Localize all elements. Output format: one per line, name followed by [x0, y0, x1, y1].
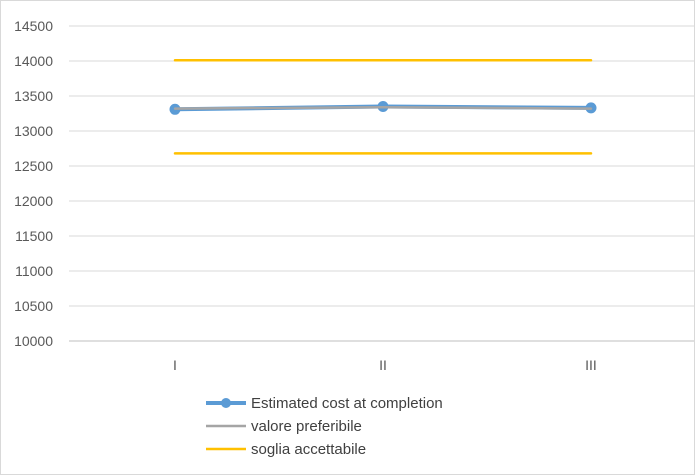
y-tick-label: 14500 [14, 18, 53, 34]
y-tick-label: 13000 [14, 123, 53, 139]
y-tick-label: 13500 [14, 88, 53, 104]
series-line [173, 105, 593, 110]
legend-label: valore preferibile [251, 418, 362, 435]
y-tick-label: 14000 [14, 53, 53, 69]
gridlines [69, 25, 694, 342]
y-tick-label: 10500 [14, 298, 53, 314]
y-axis-ticks: 10000 10500 11000 11500 12000 12500 13000 13500… [14, 18, 53, 349]
x-axis-ticks: I II III [173, 357, 597, 373]
legend-label: Estimated cost at completion [251, 395, 443, 412]
legend-label: soglia accettabile [251, 441, 366, 458]
y-tick-label: 12000 [14, 193, 53, 209]
y-tick-label: 11000 [15, 263, 53, 279]
y-tick-label: 10000 [14, 333, 53, 349]
x-tick-label: I [173, 357, 177, 373]
y-tick-label: 12500 [14, 158, 53, 174]
x-tick-label: III [585, 357, 597, 373]
series-lines [169, 59, 597, 155]
legend-marker [221, 398, 231, 408]
y-tick-label: 11500 [15, 228, 53, 244]
x-tick-label: II [379, 357, 387, 373]
legend: Estimated cost at completion valore prefe… [206, 395, 443, 458]
